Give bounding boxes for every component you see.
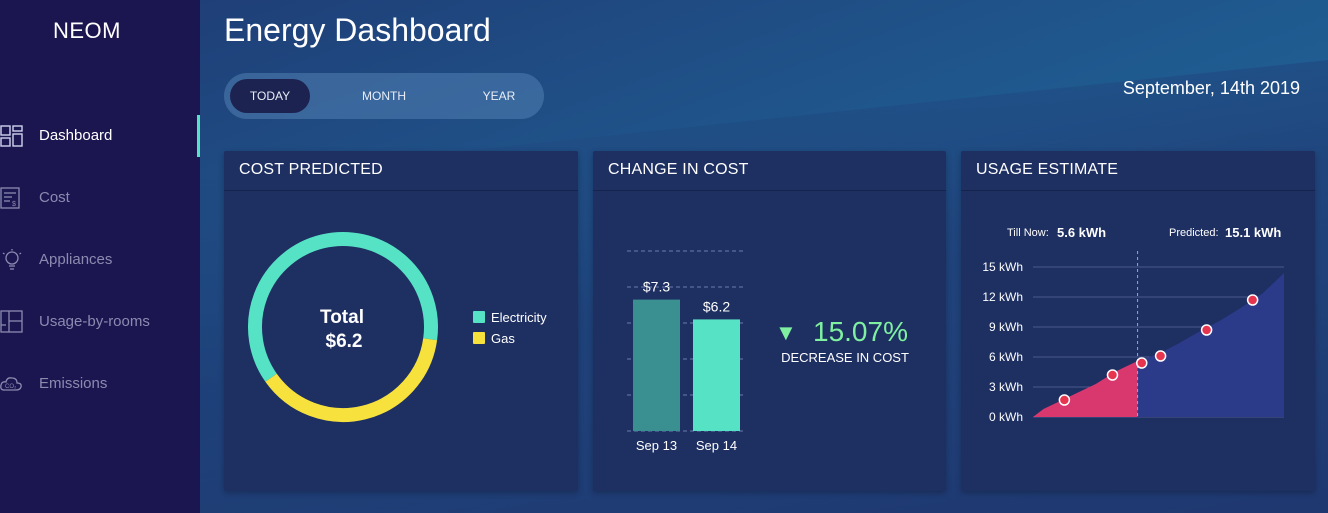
sidebar-item-emissions[interactable]: CO₂ Emissions [0,363,200,405]
invoice-icon: $ [0,186,24,210]
sidebar-item-label: Dashboard [39,127,113,144]
sidebar-item-label: Appliances [39,251,113,268]
sidebar-item-label: Emissions [39,375,108,392]
bar-value-label: $6.2 [703,298,730,314]
data-point [1200,324,1213,336]
change-caption: DECREASE IN COST [781,350,909,365]
main-content: Energy Dashboard TODAY MONTH YEAR Septem… [200,0,1328,513]
data-point [1106,369,1119,381]
area-series-till-now [1033,361,1138,417]
electricity-slice [248,232,438,382]
predicted-label: Predicted: [1169,227,1219,239]
page-title: Energy Dashboard [224,12,491,48]
floorplan-icon [0,310,24,334]
change-in-cost-card: CHANGE IN COST $7.3 Sep 13 $6.2 Sep 14 ▼ 15… [593,151,946,491]
y-tick-label: 6 kWh [989,350,1023,364]
tab-month[interactable]: MONTH [362,89,406,103]
cost-predicted-card: COST PREDICTED Total $6.2 Electricity Ga… [224,151,578,491]
y-tick-label: 15 kWh [982,260,1023,274]
legend-label-electricity: Electricity [491,310,547,325]
data-point [1154,350,1167,362]
sidebar-item-label: Usage-by-rooms [39,313,150,330]
card-title: COST PREDICTED [239,161,383,178]
legend-swatch-gas [473,332,485,344]
card-divider [593,190,946,191]
sidebar-item-cost[interactable]: $ Cost [0,177,200,219]
donut-total-value: $6.2 [326,331,363,352]
cost-donut-chart: Total $6.2 Electricity Gas [248,232,547,422]
dashboard-icon [0,124,24,148]
data-point [1246,294,1259,306]
usage-summary: Till Now: 5.6 kWh Predicted: 15.1 kWh [1007,225,1281,240]
y-tick-label: 12 kWh [982,290,1023,304]
bar-sep-14 [693,319,740,431]
down-arrow-icon: ▼ [775,320,797,345]
sidebar-item-usage-by-rooms[interactable]: Usage-by-rooms [0,301,200,343]
legend-label-gas: Gas [491,331,515,346]
gas-slice [265,338,438,422]
till-now-label: Till Now: [1007,227,1049,239]
sidebar-item-dashboard[interactable]: Dashboard [0,115,200,157]
tab-today[interactable]: TODAY [230,79,310,113]
y-tick-label: 3 kWh [989,380,1023,394]
sidebar: NEOM Dashboard $ Cost [0,0,200,513]
brand-logo: NEOM [53,18,121,43]
y-tick-label: 0 kWh [989,410,1023,424]
card-title: USAGE ESTIMATE [976,161,1119,178]
bar-category-label: Sep 13 [636,438,677,453]
card-divider [961,190,1315,191]
card-divider [224,190,578,191]
usage-area-chart: 0 kWh 3 kWh 6 kWh 9 kWh 12 kWh 15 kWh [982,251,1284,424]
data-point [1136,357,1148,369]
donut-total-label: Total [320,307,364,328]
area-series-predicted [1137,273,1284,417]
co2-cloud-icon: CO₂ [0,372,24,396]
active-indicator [197,115,200,157]
period-tabs: TODAY MONTH YEAR [224,73,544,119]
sidebar-item-appliances[interactable]: Appliances [0,239,200,281]
sidebar-item-label: Cost [39,189,70,206]
current-date: September, 14th 2019 [1122,78,1300,98]
tab-year[interactable]: YEAR [482,89,516,103]
bar-category-label: Sep 14 [696,438,737,453]
bar-sep-13 [633,299,680,431]
predicted-value: 15.1 kWh [1225,225,1281,240]
lightbulb-icon [0,248,24,272]
y-tick-label: 9 kWh [989,320,1023,334]
legend-swatch-electricity [473,311,485,323]
cost-bar-chart: $7.3 Sep 13 $6.2 Sep 14 [627,250,743,453]
till-now-value: 5.6 kWh [1057,225,1106,240]
usage-estimate-card: USAGE ESTIMATE Till Now: 5.6 kWh Predict… [961,151,1315,491]
svg-text:CO₂: CO₂ [5,384,17,390]
data-point [1058,394,1071,406]
bar-value-label: $7.3 [643,279,670,295]
card-title: CHANGE IN COST [608,161,749,178]
svg-text:$: $ [12,201,16,208]
change-percent: 15.07% [813,316,908,347]
cost-change-summary: ▼ 15.07% DECREASE IN COST [775,316,909,365]
